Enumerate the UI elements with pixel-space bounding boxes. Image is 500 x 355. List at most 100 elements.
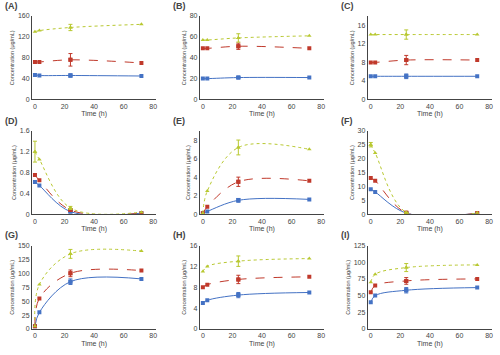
svg-text:20: 20 — [61, 332, 69, 339]
svg-text:0.4: 0.4 — [20, 190, 30, 197]
svg-text:80: 80 — [190, 12, 198, 19]
svg-text:0: 0 — [33, 103, 37, 110]
svg-text:0: 0 — [361, 96, 365, 103]
svg-text:125: 125 — [354, 242, 366, 249]
svg-text:0: 0 — [201, 103, 205, 110]
svg-text:40: 40 — [258, 103, 266, 110]
svg-text:60: 60 — [456, 218, 464, 225]
svg-text:60: 60 — [456, 103, 464, 110]
svg-text:40: 40 — [426, 332, 434, 339]
svg-text:40: 40 — [22, 75, 30, 82]
svg-text:80: 80 — [485, 218, 493, 225]
svg-text:0: 0 — [26, 96, 30, 103]
svg-text:(I): (I) — [341, 230, 350, 240]
svg-text:0: 0 — [369, 103, 373, 110]
svg-text:20: 20 — [229, 332, 237, 339]
svg-text:20: 20 — [358, 155, 366, 162]
svg-text:5: 5 — [361, 197, 365, 204]
svg-text:8: 8 — [361, 59, 365, 66]
svg-text:6: 6 — [194, 155, 198, 162]
svg-text:16: 16 — [190, 242, 198, 249]
svg-text:60: 60 — [288, 332, 296, 339]
svg-text:Concentration (μg/mL): Concentration (μg/mL) — [345, 260, 351, 315]
svg-text:20: 20 — [396, 332, 404, 339]
svg-text:Concentration (μg/mL): Concentration (μg/mL) — [185, 145, 191, 200]
svg-text:1.2: 1.2 — [20, 148, 30, 155]
svg-text:1.6: 1.6 — [20, 127, 30, 134]
svg-text:Concentration (μg/mL): Concentration (μg/mL) — [11, 145, 17, 200]
svg-text:20: 20 — [61, 103, 69, 110]
svg-text:40: 40 — [258, 332, 266, 339]
svg-text:80: 80 — [485, 332, 493, 339]
svg-text:60: 60 — [288, 103, 296, 110]
svg-text:0.8: 0.8 — [20, 169, 30, 176]
svg-text:Concentration (μg/mL): Concentration (μg/mL) — [181, 30, 187, 85]
svg-text:0: 0 — [26, 325, 30, 332]
svg-text:60: 60 — [456, 332, 464, 339]
svg-text:Time (h): Time (h) — [81, 340, 107, 348]
svg-text:50: 50 — [358, 292, 366, 299]
svg-text:160: 160 — [18, 12, 30, 19]
svg-text:60: 60 — [120, 218, 128, 225]
svg-text:80: 80 — [22, 54, 30, 61]
svg-text:(G): (G) — [5, 230, 18, 240]
svg-text:80: 80 — [317, 218, 325, 225]
svg-text:(D): (D) — [5, 116, 18, 126]
svg-text:16: 16 — [358, 22, 366, 29]
svg-text:0: 0 — [26, 211, 30, 218]
svg-text:100: 100 — [18, 270, 30, 277]
svg-text:25: 25 — [358, 309, 366, 316]
svg-text:(E): (E) — [173, 116, 185, 126]
svg-text:Time (h): Time (h) — [417, 225, 443, 233]
svg-text:Concentration (μg/mL): Concentration (μg/mL) — [9, 30, 15, 85]
svg-text:20: 20 — [396, 218, 404, 225]
svg-text:60: 60 — [120, 103, 128, 110]
svg-text:60: 60 — [190, 33, 198, 40]
svg-text:25: 25 — [22, 312, 30, 319]
svg-text:40: 40 — [426, 218, 434, 225]
svg-text:2: 2 — [194, 192, 198, 199]
svg-text:Concentration (μg/mL): Concentration (μg/mL) — [9, 260, 15, 315]
svg-text:(B): (B) — [173, 1, 186, 11]
svg-text:40: 40 — [90, 218, 98, 225]
svg-text:(C): (C) — [341, 1, 354, 11]
svg-text:12: 12 — [190, 263, 198, 270]
svg-text:0: 0 — [369, 332, 373, 339]
svg-text:4: 4 — [361, 77, 365, 84]
svg-text:20: 20 — [190, 75, 198, 82]
svg-text:125: 125 — [18, 256, 30, 263]
svg-text:4: 4 — [194, 174, 198, 181]
svg-text:20: 20 — [61, 218, 69, 225]
svg-text:12: 12 — [358, 40, 366, 47]
svg-text:80: 80 — [149, 103, 157, 110]
svg-text:40: 40 — [190, 54, 198, 61]
svg-text:Time (h): Time (h) — [81, 110, 107, 118]
svg-text:60: 60 — [288, 218, 296, 225]
svg-text:0: 0 — [361, 211, 365, 218]
svg-text:Time (h): Time (h) — [249, 110, 275, 118]
svg-text:80: 80 — [485, 103, 493, 110]
svg-text:75: 75 — [358, 275, 366, 282]
svg-text:8: 8 — [194, 136, 198, 143]
svg-text:120: 120 — [18, 33, 30, 40]
svg-text:Time (h): Time (h) — [417, 340, 443, 348]
svg-text:0: 0 — [361, 325, 365, 332]
svg-text:8: 8 — [194, 284, 198, 291]
svg-text:0: 0 — [201, 218, 205, 225]
svg-text:Concentration (μg/mL): Concentration (μg/mL) — [349, 30, 355, 85]
svg-text:(H): (H) — [173, 230, 186, 240]
svg-text:0: 0 — [194, 211, 198, 218]
svg-text:100: 100 — [354, 259, 366, 266]
svg-text:20: 20 — [396, 103, 404, 110]
svg-text:0: 0 — [33, 218, 37, 225]
svg-text:20: 20 — [229, 103, 237, 110]
svg-text:40: 40 — [90, 103, 98, 110]
svg-text:Time (h): Time (h) — [249, 225, 275, 233]
svg-text:20: 20 — [229, 218, 237, 225]
svg-text:40: 40 — [258, 218, 266, 225]
svg-text:0: 0 — [369, 218, 373, 225]
svg-text:50: 50 — [22, 298, 30, 305]
svg-text:(A): (A) — [5, 1, 18, 11]
svg-text:0: 0 — [194, 325, 198, 332]
svg-text:Time (h): Time (h) — [81, 225, 107, 233]
